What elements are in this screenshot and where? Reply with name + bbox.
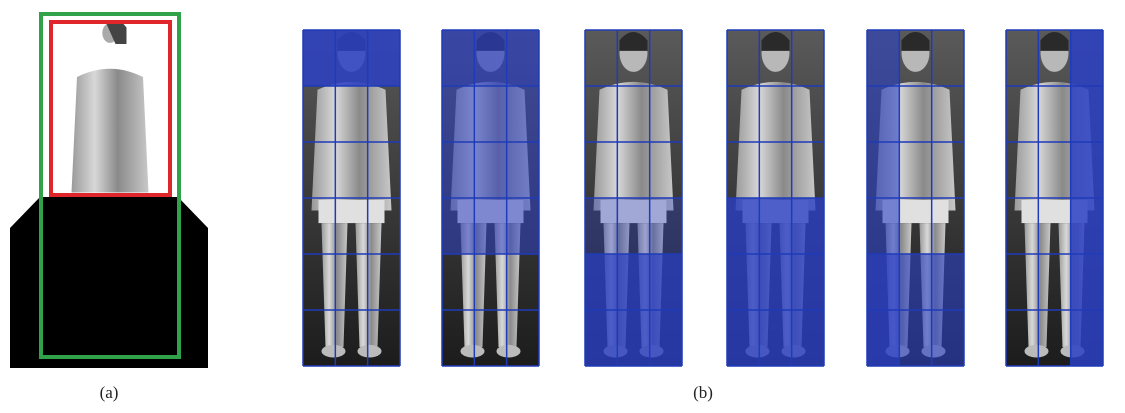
caption-a: (a)	[100, 383, 119, 402]
mask-cell	[474, 30, 506, 86]
mask-cell	[1071, 198, 1103, 254]
mask-cell	[1071, 86, 1103, 142]
mask-cell	[867, 142, 899, 198]
mask-cell	[1071, 142, 1103, 198]
masked-image	[727, 30, 824, 366]
panel-a: (a)	[10, 14, 208, 402]
mask-cell	[792, 198, 824, 254]
mask-cell	[759, 254, 791, 310]
mask-cell	[585, 310, 617, 366]
mask-cell	[474, 86, 506, 142]
mask-cell	[617, 254, 649, 310]
mask-cell	[727, 310, 759, 366]
mask-cell	[899, 254, 931, 310]
figure: (a) (b)	[0, 0, 1125, 413]
mask-cell	[727, 254, 759, 310]
mask-cell	[867, 198, 899, 254]
mask-cell	[932, 310, 964, 366]
mask-cell	[867, 310, 899, 366]
masked-image	[1006, 30, 1103, 366]
mask-cell	[650, 310, 682, 366]
mask-cell	[335, 30, 367, 86]
panel-b	[303, 30, 1103, 366]
mask-cell	[474, 142, 506, 198]
mask-cell	[867, 30, 899, 86]
mask-cell	[585, 198, 617, 254]
mask-cell	[1071, 30, 1103, 86]
mask-cell	[442, 30, 474, 86]
mask-cell	[442, 86, 474, 142]
mask-cell	[792, 310, 824, 366]
mask-cell	[368, 30, 400, 86]
mask-cell	[1071, 310, 1103, 366]
mask-cell	[617, 310, 649, 366]
mask-cell	[792, 254, 824, 310]
mask-cell	[442, 198, 474, 254]
person-crop	[72, 20, 149, 192]
mask-cell	[759, 310, 791, 366]
masked-image	[585, 30, 682, 366]
caption-b: (b)	[693, 383, 713, 402]
mask-cell	[759, 198, 791, 254]
mask-cell	[932, 254, 964, 310]
mask-cell	[442, 142, 474, 198]
mask-cell	[507, 86, 539, 142]
mask-cell	[507, 198, 539, 254]
mask-cell	[867, 254, 899, 310]
mask-cell	[650, 198, 682, 254]
masked-image	[867, 30, 964, 366]
mask-cell	[899, 310, 931, 366]
mask-cell	[585, 254, 617, 310]
masked-image	[303, 30, 400, 366]
mask-cell	[650, 254, 682, 310]
mask-cell	[474, 198, 506, 254]
masked-image	[442, 30, 539, 366]
mask-cell	[867, 86, 899, 142]
mask-cell	[617, 198, 649, 254]
mask-cell	[1071, 254, 1103, 310]
mask-cell	[303, 30, 335, 86]
mask-cell	[507, 30, 539, 86]
mask-cell	[507, 142, 539, 198]
mask-cell	[727, 198, 759, 254]
